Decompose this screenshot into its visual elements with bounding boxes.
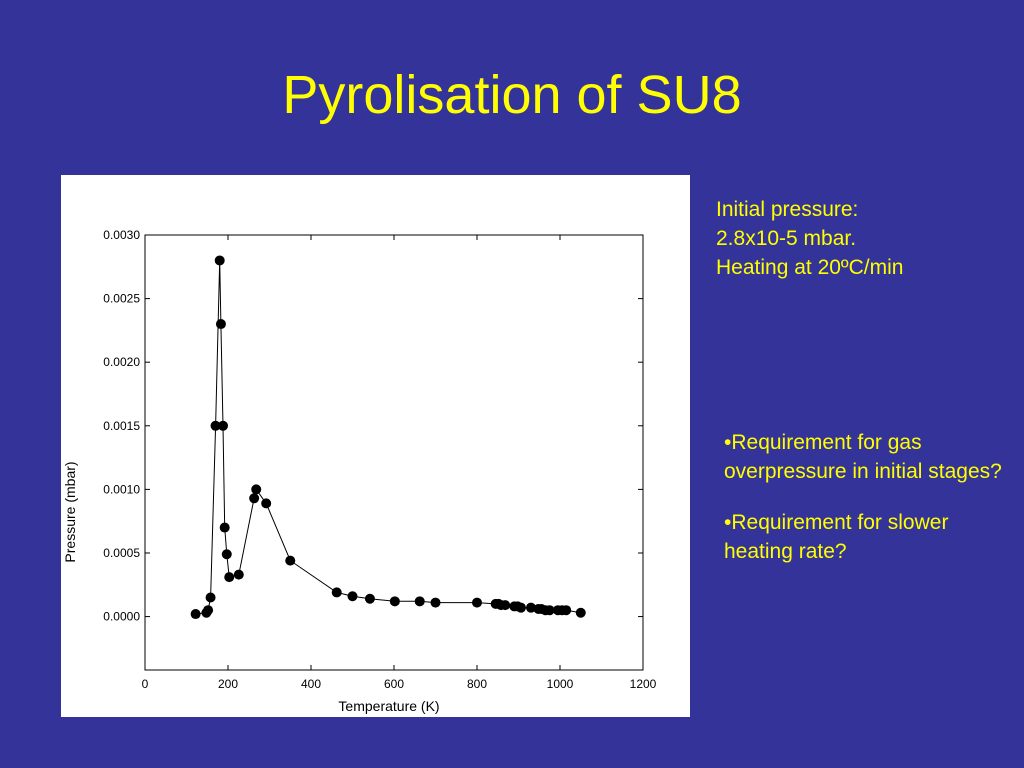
x-tick-label: 800 [467, 677, 487, 691]
data-point [221, 549, 232, 560]
data-point [218, 420, 229, 431]
bullet-overpressure: •Requirement for gas overpressure in ini… [724, 431, 1002, 483]
x-tick-label: 200 [218, 677, 238, 691]
x-tick-label: 1000 [547, 677, 574, 691]
bullet-list: •Requirement for gas overpressure in ini… [724, 428, 1014, 588]
x-axis-label: Temperature (K) [338, 698, 439, 714]
info-line-initial-pressure: Initial pressure: [716, 198, 859, 221]
data-point [414, 596, 425, 607]
y-tick-label: 0.0000 [103, 610, 140, 624]
x-tick-label: 600 [384, 677, 404, 691]
x-tick-label: 400 [301, 677, 321, 691]
data-point [389, 596, 400, 607]
data-point [544, 605, 555, 616]
x-tick-label: 0 [142, 677, 149, 691]
info-text: Initial pressure: 2.8x10-5 mbar. Heating… [716, 195, 1016, 282]
data-point [233, 569, 244, 580]
series-line [195, 260, 581, 615]
data-point [347, 591, 358, 602]
y-tick-label: 0.0015 [103, 419, 140, 433]
y-axis-label: Pressure (mbar) [62, 461, 78, 562]
data-point [190, 609, 201, 620]
data-point [364, 593, 375, 604]
data-point [214, 255, 225, 266]
data-point [261, 498, 272, 509]
y-ticks: 0.0000 0.0005 0.0010 0.0015 0.0020 0.0025 0.00… [103, 228, 643, 624]
data-point [219, 522, 230, 533]
x-tick-label: 1200 [630, 677, 657, 691]
info-line-pressure-value: 2.8x10-5 mbar. [716, 227, 857, 250]
data-point [210, 420, 221, 431]
data-point [205, 592, 216, 603]
data-point [430, 597, 441, 608]
pressure-temperature-chart: 0 200 400 600 800 1000 1200 0.0000 0.0005 0.0010… [62, 228, 657, 714]
data-point [203, 605, 214, 616]
data-point [561, 605, 572, 616]
data-point [251, 484, 262, 495]
data-point [575, 607, 586, 618]
data-point [215, 319, 226, 330]
chart-panel: 0 200 400 600 800 1000 1200 0.0000 0.0005 0.0010… [61, 175, 690, 717]
data-point [472, 597, 482, 608]
data-point [285, 555, 296, 566]
y-tick-label: 0.0005 [103, 546, 140, 560]
y-tick-label: 0.0030 [103, 228, 140, 242]
bullet-heating-rate: •Requirement for slower heating rate? [724, 511, 949, 563]
data-point [224, 572, 235, 583]
x-ticks: 0 200 400 600 800 1000 1200 [142, 235, 657, 691]
data-point [500, 600, 511, 611]
y-tick-label: 0.0020 [103, 355, 140, 369]
y-tick-label: 0.0010 [103, 482, 140, 496]
y-tick-label: 0.0025 [103, 292, 140, 306]
slide-title: Pyrolisation of SU8 [282, 65, 742, 125]
data-markers [190, 255, 586, 620]
data-point [249, 493, 260, 504]
data-point [525, 602, 536, 613]
data-point [331, 587, 342, 598]
info-line-heating-rate: Heating at 20ºC/min [716, 256, 904, 279]
data-point [515, 602, 526, 613]
